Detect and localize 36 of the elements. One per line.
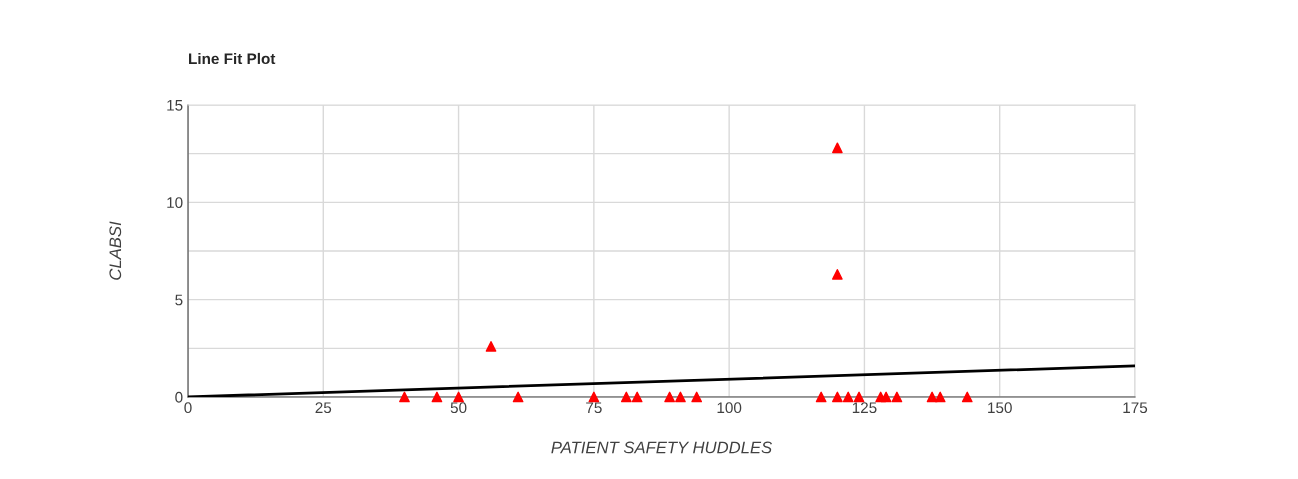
point xyxy=(832,391,843,403)
x-tick-label: 125 xyxy=(852,402,877,414)
point xyxy=(934,391,946,403)
point xyxy=(675,391,686,403)
x-tick-label: 100 xyxy=(717,402,742,414)
x-axis-title: PATIENT SAFETY HUDDLES xyxy=(551,441,772,454)
point xyxy=(631,391,643,403)
y-tick-label: 15 xyxy=(167,100,183,111)
point xyxy=(399,391,410,403)
y-tick-label: 5 xyxy=(175,294,183,306)
point xyxy=(891,391,903,403)
y-axis-title: CLABSI xyxy=(109,221,122,280)
point xyxy=(961,391,973,403)
point xyxy=(842,391,854,403)
point xyxy=(620,391,632,403)
point xyxy=(853,391,865,403)
point xyxy=(832,142,843,154)
point xyxy=(815,391,827,403)
point xyxy=(691,391,703,403)
x-tick-label: 75 xyxy=(586,402,602,414)
y-tick-label: 0 xyxy=(175,391,183,403)
point xyxy=(512,391,524,403)
point xyxy=(832,269,843,280)
chart-title: Line Fit Plot xyxy=(189,52,276,65)
y-tick-label: 10 xyxy=(167,197,183,209)
point xyxy=(453,391,464,403)
point xyxy=(664,391,675,403)
point xyxy=(880,391,892,403)
x-tick-label: 25 xyxy=(315,402,332,414)
point xyxy=(588,391,600,403)
point xyxy=(431,391,443,403)
point xyxy=(485,341,497,352)
x-tick-label: 150 xyxy=(988,402,1012,414)
x-tick-label: 0 xyxy=(184,402,192,414)
x-tick-label: 50 xyxy=(450,402,467,414)
x-tick-label: 175 xyxy=(1123,402,1148,414)
